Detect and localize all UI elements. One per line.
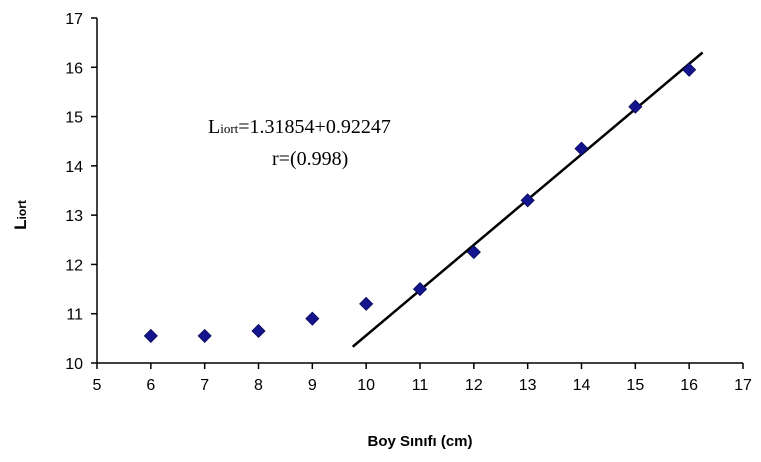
data-point [628, 99, 643, 114]
y-tick-label: 16 [65, 60, 83, 77]
data-points [143, 62, 697, 343]
x-tick-label: 5 [93, 377, 102, 394]
data-point [359, 296, 374, 311]
data-point [143, 328, 158, 343]
y-tick-label: 13 [65, 208, 83, 225]
y-axis-ticks: 10 11 12 13 14 15 16 17 [65, 11, 97, 373]
y-tick-label: 11 [66, 307, 83, 324]
y-tick-label: 17 [65, 11, 83, 28]
data-point [682, 62, 697, 77]
y-axis-title: Liort [11, 200, 30, 230]
y-tick-label: 14 [65, 159, 83, 176]
x-axis-ticks: 5 6 7 8 9 10 11 12 13 14 15 16 17 [93, 363, 752, 394]
y-tick-label: 12 [65, 257, 83, 274]
regression-equation: Liort=1.31854+0.92247 [208, 116, 391, 138]
data-point [305, 311, 320, 326]
equation-l: L [208, 116, 220, 138]
data-point [466, 245, 481, 260]
equation-coefficients: =1.31854+0.92247 [238, 116, 391, 138]
data-point [574, 141, 589, 156]
data-point [251, 323, 266, 339]
data-point [197, 328, 212, 343]
y-axis-title-sub: iort [15, 200, 29, 219]
data-point [412, 282, 428, 297]
x-tick-label: 9 [308, 377, 317, 394]
correlation-coefficient: r=(0.998) [272, 148, 348, 170]
x-tick-label: 14 [573, 377, 591, 394]
x-tick-label: 12 [465, 377, 483, 394]
x-tick-label: 6 [146, 377, 155, 394]
equation-subscript: iort [220, 121, 238, 136]
data-point [520, 193, 535, 208]
x-tick-label: 17 [734, 377, 752, 394]
axes [96, 18, 743, 364]
x-tick-label: 7 [200, 377, 209, 394]
y-axis-title-main: L [11, 219, 30, 229]
x-axis-title: Boy Sınıfı (cm) [367, 433, 472, 450]
x-tick-label: 15 [626, 377, 644, 394]
x-tick-label: 11 [412, 377, 429, 394]
x-tick-label: 13 [519, 377, 537, 394]
y-tick-label: 10 [65, 356, 83, 373]
x-tick-label: 10 [357, 377, 375, 394]
x-tick-label: 16 [680, 377, 698, 394]
x-tick-label: 8 [254, 377, 263, 394]
y-tick-label: 15 [65, 110, 83, 127]
